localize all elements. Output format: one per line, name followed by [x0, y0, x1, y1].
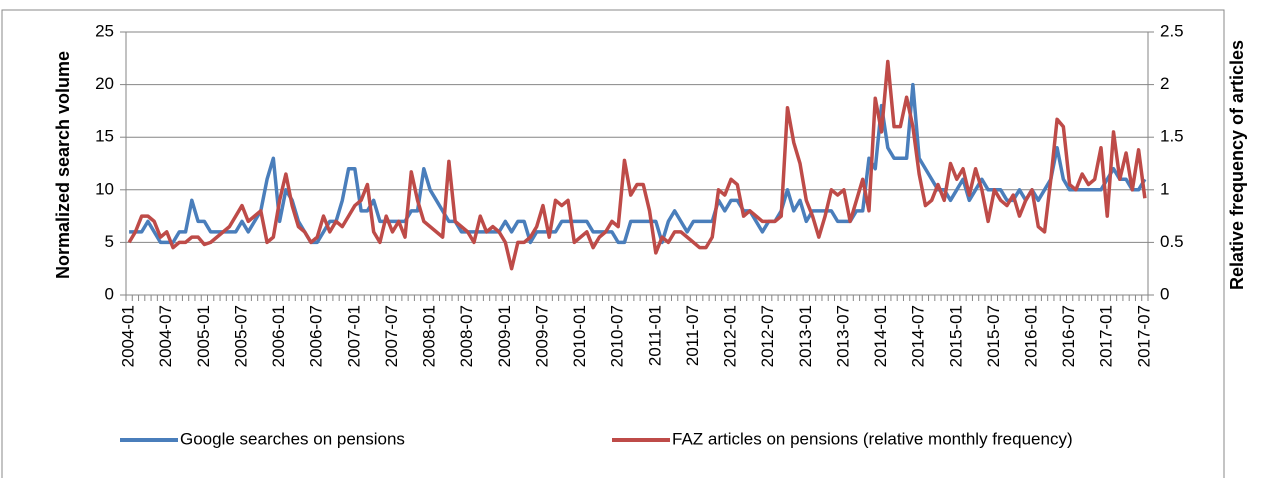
y-tick-label: 10: [95, 179, 114, 198]
y2-tick-label: 1: [1160, 179, 1169, 198]
legend-label: Google searches on pensions: [180, 429, 405, 448]
x-tick-label: 2015-01: [946, 305, 965, 367]
x-tick-label: 2006-07: [307, 305, 326, 367]
x-tick-label: 2008-01: [420, 305, 439, 367]
y2-tick-label: 2.5: [1160, 21, 1184, 40]
y2-tick-label: 0: [1160, 284, 1169, 303]
x-tick-label: 2004-07: [156, 305, 175, 367]
x-tick-label: 2013-07: [833, 305, 852, 367]
x-tick-label: 2005-01: [194, 305, 213, 367]
x-tick-label: 2007-07: [382, 305, 401, 367]
x-tick-label: 2016-01: [1021, 305, 1040, 367]
chart-frame: [1, 9, 1225, 478]
x-tick-label: 2017-07: [1134, 305, 1153, 367]
series-line: [127, 59, 1147, 271]
x-tick-label: 2014-07: [909, 305, 928, 367]
x-tick-label: 2007-01: [344, 305, 363, 367]
y2-tick-label: 0.5: [1160, 232, 1184, 251]
x-tick-label: 2011-07: [683, 305, 702, 366]
y2-tick-label: 1.5: [1160, 127, 1184, 146]
x-tick-label: 2004-01: [119, 305, 138, 367]
x-tick-label: 2016-07: [1059, 305, 1078, 367]
x-tick-label: 2009-01: [495, 305, 514, 367]
x-tick-label: 2014-01: [871, 305, 890, 367]
y2-axis-label: Relative frequency of articles: [1227, 40, 1247, 290]
x-tick-label: 2011-01: [645, 305, 664, 366]
y-tick-label: 25: [95, 21, 114, 40]
x-tick-label: 2008-07: [457, 305, 476, 367]
y-axis-label: Normalized search volume: [53, 51, 73, 279]
y-tick-label: 5: [105, 232, 114, 251]
x-tick-label: 2006-01: [269, 305, 288, 367]
x-tick-label: 2010-01: [570, 305, 589, 367]
x-tick-label: 2009-07: [532, 305, 551, 367]
x-tick-label: 2010-07: [608, 305, 627, 367]
series-line: [129, 82, 1147, 245]
x-tick-label: 2012-07: [758, 305, 777, 367]
y-tick-label: 20: [95, 74, 114, 93]
legend-label: FAZ articles on pensions (relative month…: [672, 429, 1073, 448]
x-tick-label: 2017-01: [1097, 305, 1116, 367]
y-tick-label: 15: [95, 127, 114, 146]
x-tick-label: 2013-01: [796, 305, 815, 367]
y-tick-label: 0: [105, 284, 114, 303]
x-tick-label: 2015-07: [984, 305, 1003, 367]
y2-tick-label: 2: [1160, 74, 1169, 93]
x-tick-label: 2005-07: [231, 305, 250, 367]
x-tick-label: 2012-01: [721, 305, 740, 367]
